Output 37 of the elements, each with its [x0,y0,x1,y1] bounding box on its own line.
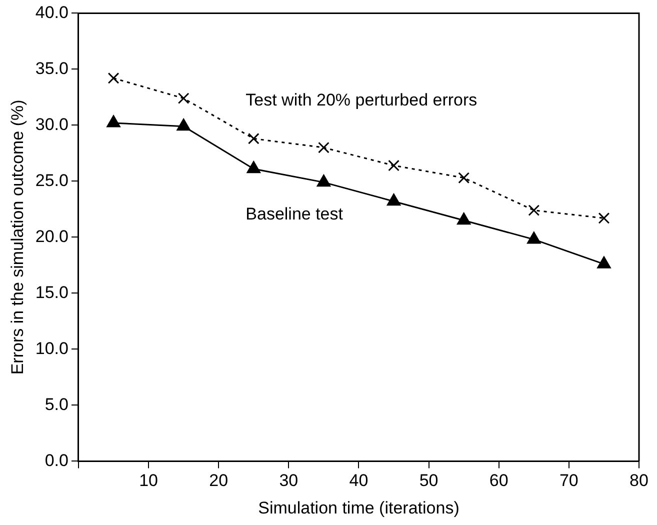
y-tick-label: 35.0 [35,58,68,78]
y-axis-title: Errors in the simulation outcome (%) [8,100,27,375]
x-tick-label: 60 [489,471,508,490]
point [316,174,331,187]
y-tick-label: 5.0 [44,394,68,414]
y-tick-label: 30.0 [35,114,68,134]
point [248,132,260,144]
point [106,115,120,128]
x-tick-label: 30 [279,471,298,490]
point [527,232,541,244]
x-tick-label: 80 [630,471,648,490]
y-tick-label: 15.0 [35,282,68,302]
x-tick-label: 70 [559,471,578,490]
x-tick-label: 40 [349,471,368,490]
y-tick-label: 20.0 [35,226,68,246]
point [178,92,190,104]
y-tick-label: 10.0 [35,338,68,358]
series-label: Baseline test [246,204,344,224]
x-tick-label: 50 [419,471,438,490]
x-axis-title: Simulation time (iterations) [258,498,460,518]
point [318,142,330,154]
y-tick-label: 40.0 [35,2,68,22]
y-tick-label: 25.0 [35,170,68,190]
point [176,118,190,131]
point [458,172,470,184]
point [246,161,260,174]
point [388,160,400,172]
point [528,204,540,216]
point [386,194,401,206]
y-tick-label: 0.0 [44,450,68,470]
point [108,72,120,84]
point [457,212,471,225]
x-tick-label: 10 [139,471,158,490]
x-tick-label: 20 [209,471,228,490]
point [597,256,611,268]
series-label: Test with 20% perturbed errors [246,90,478,110]
point [598,212,610,224]
